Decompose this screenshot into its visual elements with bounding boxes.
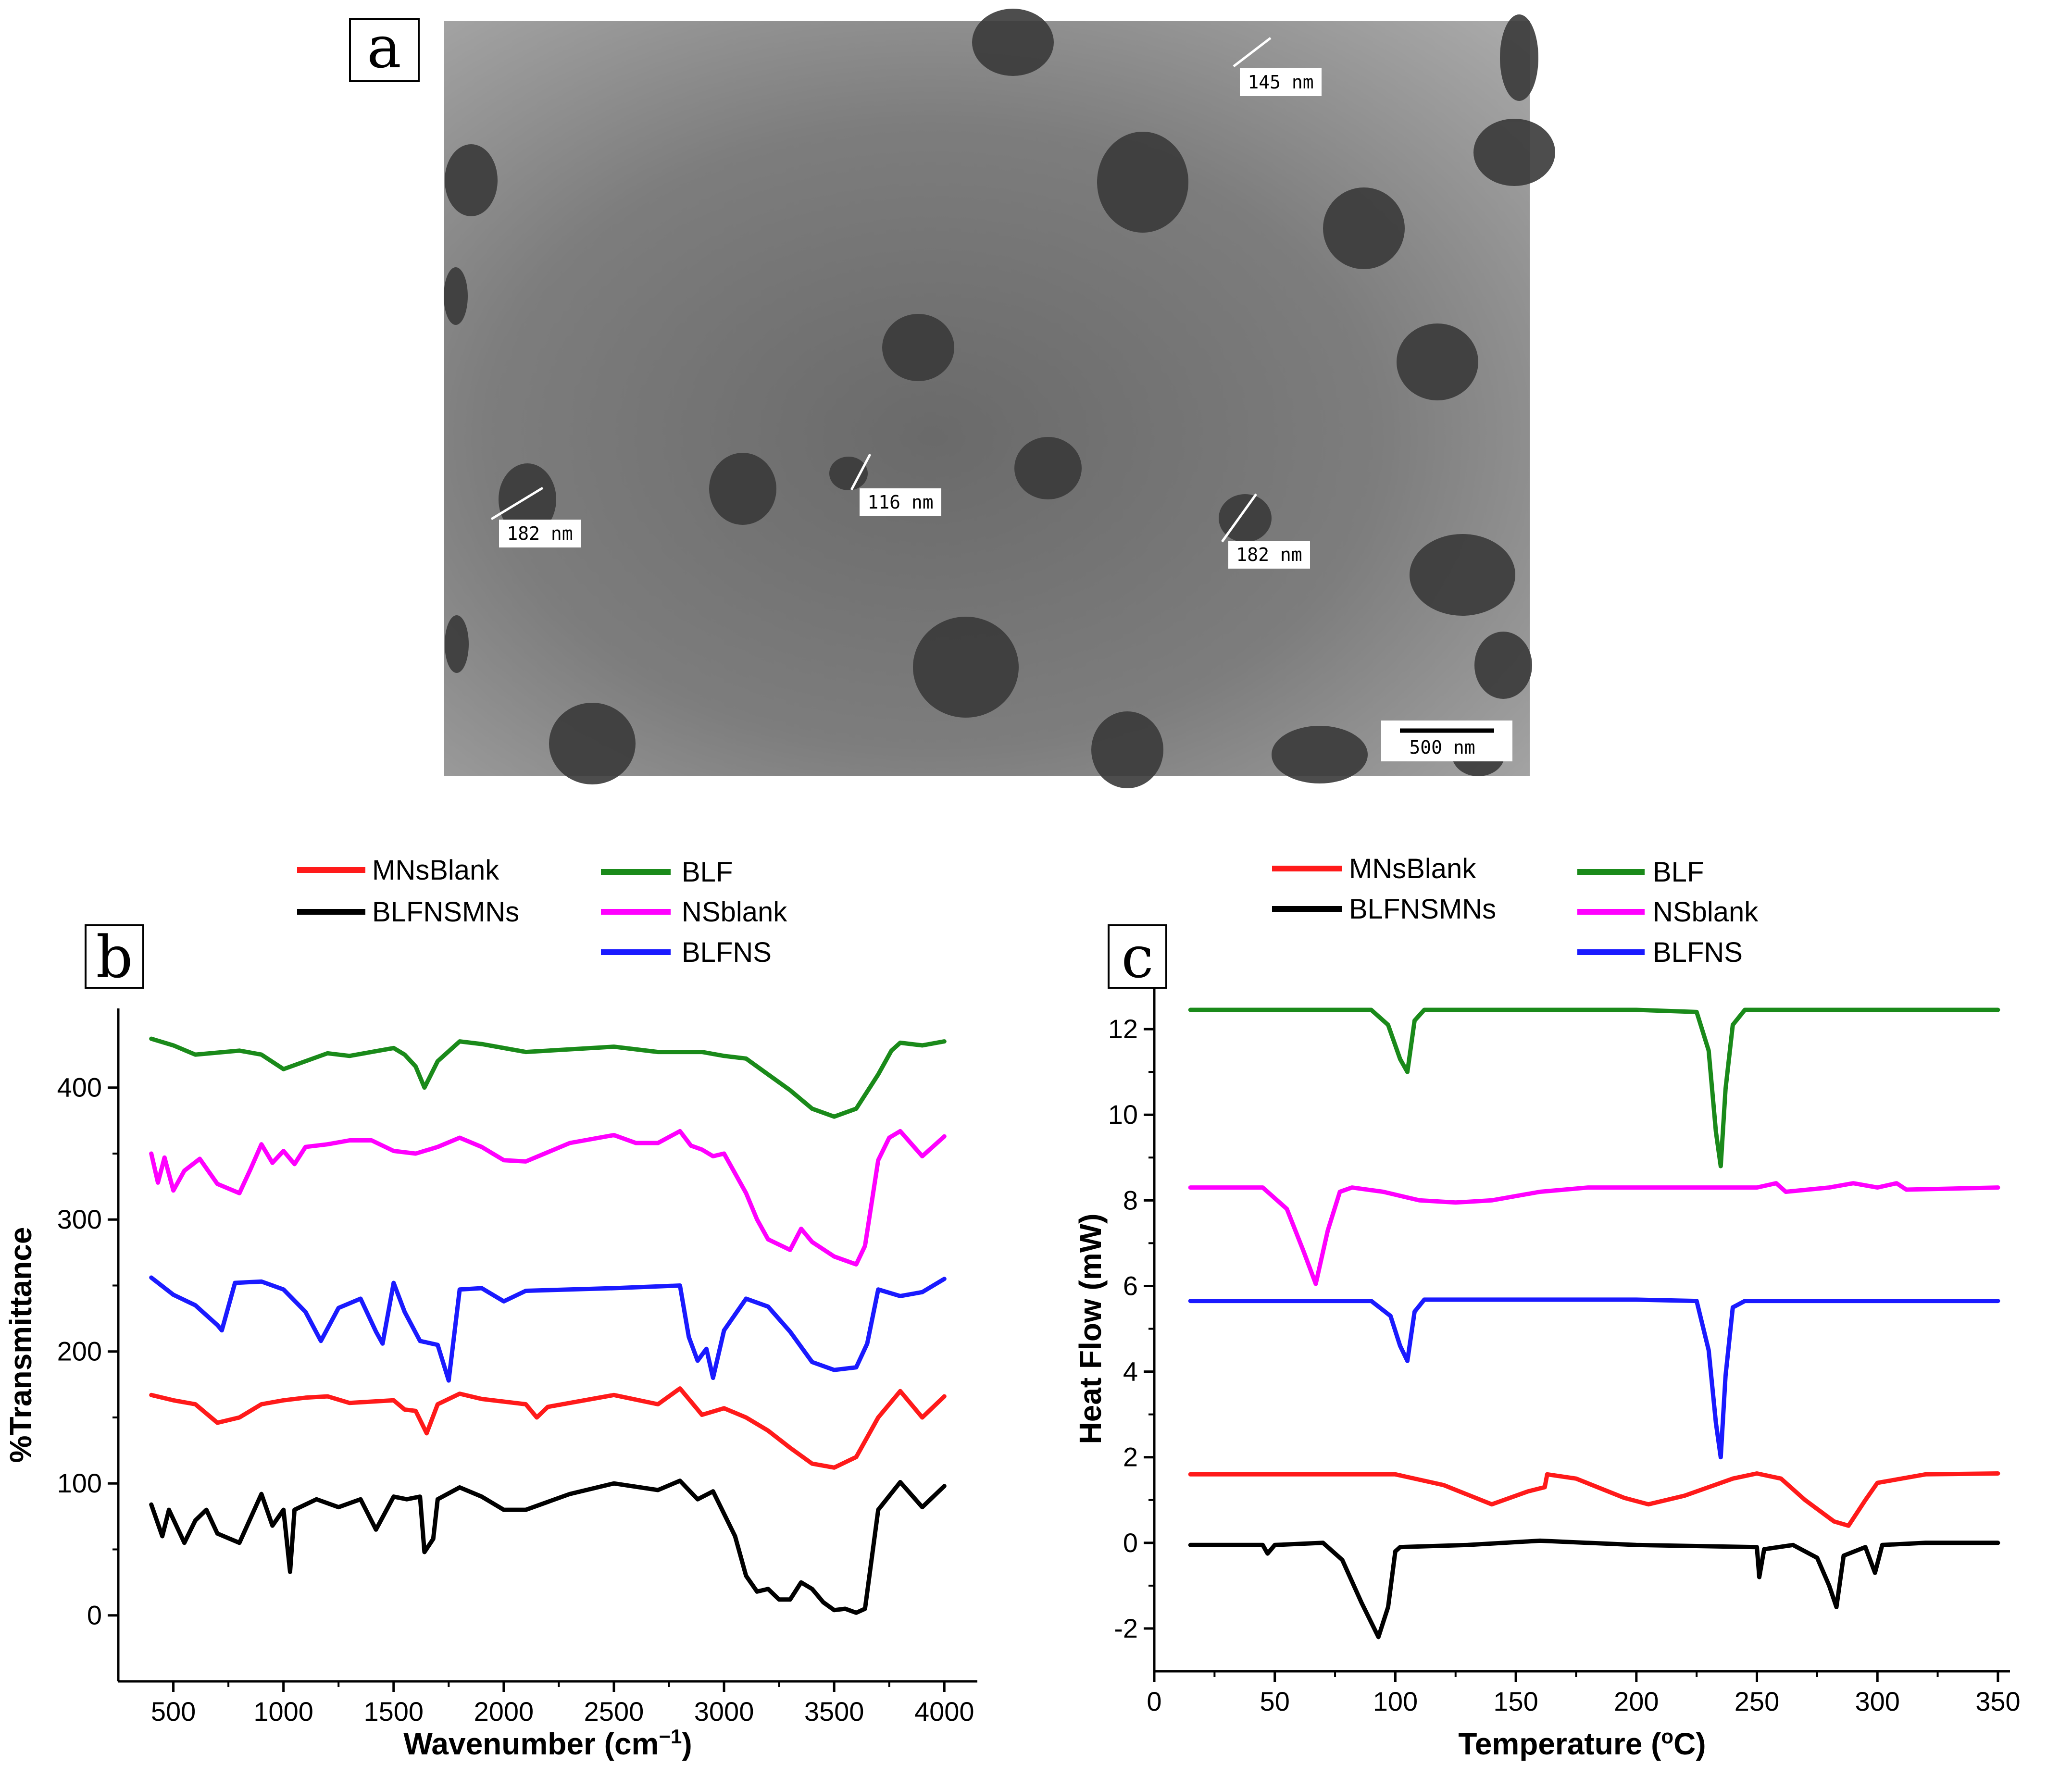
measurement-label: 182 nm [507, 523, 573, 544]
y-tick-label: 12 [1108, 1014, 1138, 1044]
x-tick-label: 2000 [474, 1696, 534, 1727]
x-tick-label: 500 [151, 1696, 196, 1727]
x-tick-label: 2500 [584, 1696, 644, 1727]
legend-entry: BLF [682, 857, 733, 888]
series-line-nsblank [149, 1129, 947, 1267]
x-tick-label: 100 [1373, 1686, 1418, 1716]
x-tick-label: 350 [1975, 1686, 2020, 1716]
legend-entry: NSblank [1653, 896, 1759, 928]
series-line-blf [149, 1036, 947, 1119]
y-tick-label: 8 [1123, 1185, 1138, 1215]
x-tick-label: 0 [1147, 1686, 1161, 1716]
y-tick-label: 100 [57, 1468, 102, 1498]
y-tick-label: 0 [87, 1600, 102, 1630]
legend-entry: BLFNS [1653, 937, 1743, 968]
series-line-blfnsmns [1188, 1538, 2000, 1640]
legend-entry: BLFNSMNs [1349, 894, 1496, 925]
y-tick-label: 400 [57, 1072, 102, 1103]
measurement-lines [490, 37, 1272, 543]
x-tick-label: 1500 [363, 1696, 424, 1727]
legend-entry: BLFNSMNs [372, 896, 519, 928]
x-tick-label: 250 [1735, 1686, 1779, 1716]
legend-entry: BLF [1653, 857, 1704, 888]
panel-label-a: a [349, 14, 420, 82]
x-tick-label: 150 [1493, 1686, 1538, 1716]
y-tick-label: 2 [1123, 1442, 1138, 1472]
measurement-label: 182 nm [1236, 544, 1302, 565]
series-line-blf [1188, 1007, 2000, 1168]
x-tick-label: 3000 [694, 1696, 754, 1727]
x-axis-label: Temperature (oC) [1458, 1725, 1706, 1762]
tem-image-panel: 145 nm 116 nm 182 nm 182 nm 500 nm [444, 9, 1555, 788]
y-tick-label: 0 [1123, 1528, 1138, 1558]
legend-entry: MNsBlank [1349, 853, 1476, 884]
y-axis-label: Heat Flow (mW) [1073, 1214, 1108, 1444]
measurement-label: 145 nm [1248, 72, 1313, 93]
y-tick-label: 4 [1123, 1356, 1138, 1387]
series-line-blfns [1188, 1297, 2000, 1460]
legend-entry: BLFNS [682, 937, 772, 968]
ftir-chart: 500 1000 1500 2000 2500 3000 3500 4000 0 100 200 30… [3, 855, 977, 1761]
legend-entry: NSblank [682, 896, 787, 928]
x-tick-label: 300 [1855, 1686, 1900, 1716]
y-axis-label: %Transmittance [3, 1227, 38, 1463]
y-tick-label: -2 [1114, 1613, 1138, 1643]
x-tick-label: 3500 [804, 1696, 864, 1727]
x-axis-label: Wavenumber (cm−1) [403, 1725, 692, 1762]
panel-label-box [85, 924, 144, 989]
x-tick-label: 4000 [914, 1696, 974, 1727]
panel-label: b [96, 924, 133, 991]
series-line-mnsblank [1188, 1471, 2000, 1528]
x-tick-label: 1000 [253, 1696, 313, 1727]
series-line-blfnsmns [149, 1479, 947, 1615]
measurement-label: 116 nm [867, 492, 933, 513]
panel-label: c [1121, 924, 1153, 991]
series-line-nsblank [1188, 1181, 2000, 1286]
y-tick-label: 10 [1108, 1099, 1138, 1130]
svg-text:a: a [367, 14, 401, 81]
scale-bar: 500 nm [1381, 721, 1512, 761]
legend-entry: MNsBlank [372, 855, 499, 886]
measurement-labels: 145 nm 116 nm 182 nm 182 nm [499, 68, 1322, 569]
y-tick-label: 300 [57, 1204, 102, 1234]
x-tick-label: 50 [1260, 1686, 1290, 1716]
scale-bar-label: 500 nm [1409, 737, 1475, 758]
y-tick-label: 6 [1123, 1270, 1138, 1301]
y-tick-label: 200 [57, 1336, 102, 1367]
x-tick-label: 200 [1614, 1686, 1659, 1716]
series-line-blfns [149, 1275, 947, 1383]
dsc-chart: 0 50 100 150 200 250 300 350 -2 0 2 4 6 8 10 12 Temperat… [1073, 853, 2021, 1761]
panel-label-box [1108, 924, 1167, 989]
series-line-mnsblank [149, 1386, 947, 1470]
nanoparticles [444, 9, 1555, 788]
